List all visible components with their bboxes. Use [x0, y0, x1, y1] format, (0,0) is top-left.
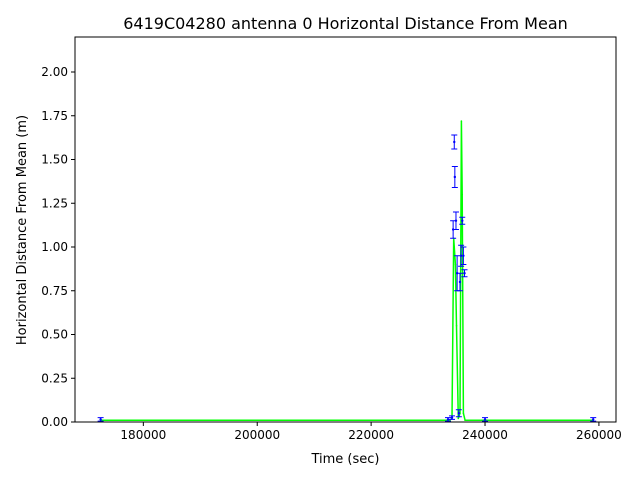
uncertainty-point: [450, 416, 454, 419]
uncertainty-point: [461, 219, 464, 222]
distance-point: [455, 324, 458, 327]
distance-point: [454, 263, 457, 266]
y-tick-label: 1.50: [41, 153, 68, 167]
y-axis-label: Horizontal Distance From Mean (m): [15, 115, 30, 345]
distance-point: [457, 417, 460, 420]
y-tick-label: 1.00: [41, 240, 68, 254]
y-tick-label: 0.75: [41, 284, 68, 298]
uncertainty-point: [454, 219, 458, 222]
uncertainty-point: [483, 418, 487, 421]
y-tick-label: 1.25: [41, 196, 68, 210]
distance-point: [464, 419, 466, 422]
chart-title: 6419C04280 antenna 0 Horizontal Distance…: [123, 14, 568, 33]
distance-point: [461, 193, 464, 196]
uncertainty-point: [592, 418, 595, 421]
distance-point: [460, 120, 463, 122]
x-axis-label: Time (sec): [310, 452, 379, 467]
y-tick-label: 2.00: [41, 65, 68, 79]
distance-point: [427, 419, 429, 422]
uncertainty-point: [458, 280, 462, 284]
uncertainty-point: [446, 418, 450, 421]
distance-point: [462, 412, 465, 415]
distance-series-line: [100, 120, 594, 422]
uncertainty-point: [459, 254, 463, 257]
uncertainty-point: [453, 140, 456, 144]
y-tick-label: 0.50: [41, 328, 68, 342]
x-tick-label: 200000: [234, 428, 280, 442]
uncertainty-point: [99, 418, 102, 421]
y-tick-label: 0.25: [41, 371, 68, 385]
uncertainty-point: [462, 254, 465, 257]
uncertainty-point: [453, 175, 457, 179]
axes-frame: [74, 36, 617, 423]
x-tick-label: 180000: [120, 428, 166, 442]
plot-area: 180000 200000 220000 240000 260000 0.00 0.25 0.…: [41, 36, 622, 442]
x-tick-label: 240000: [462, 428, 508, 442]
y-tick-label: 1.75: [41, 109, 68, 123]
x-tick-label: 260000: [576, 428, 622, 442]
x-tick-label: 220000: [348, 428, 394, 442]
y-tick-label: 0.00: [41, 415, 68, 429]
distance-point: [256, 419, 259, 422]
uncertainty-point: [463, 272, 466, 275]
uncertainty-point: [457, 412, 461, 415]
